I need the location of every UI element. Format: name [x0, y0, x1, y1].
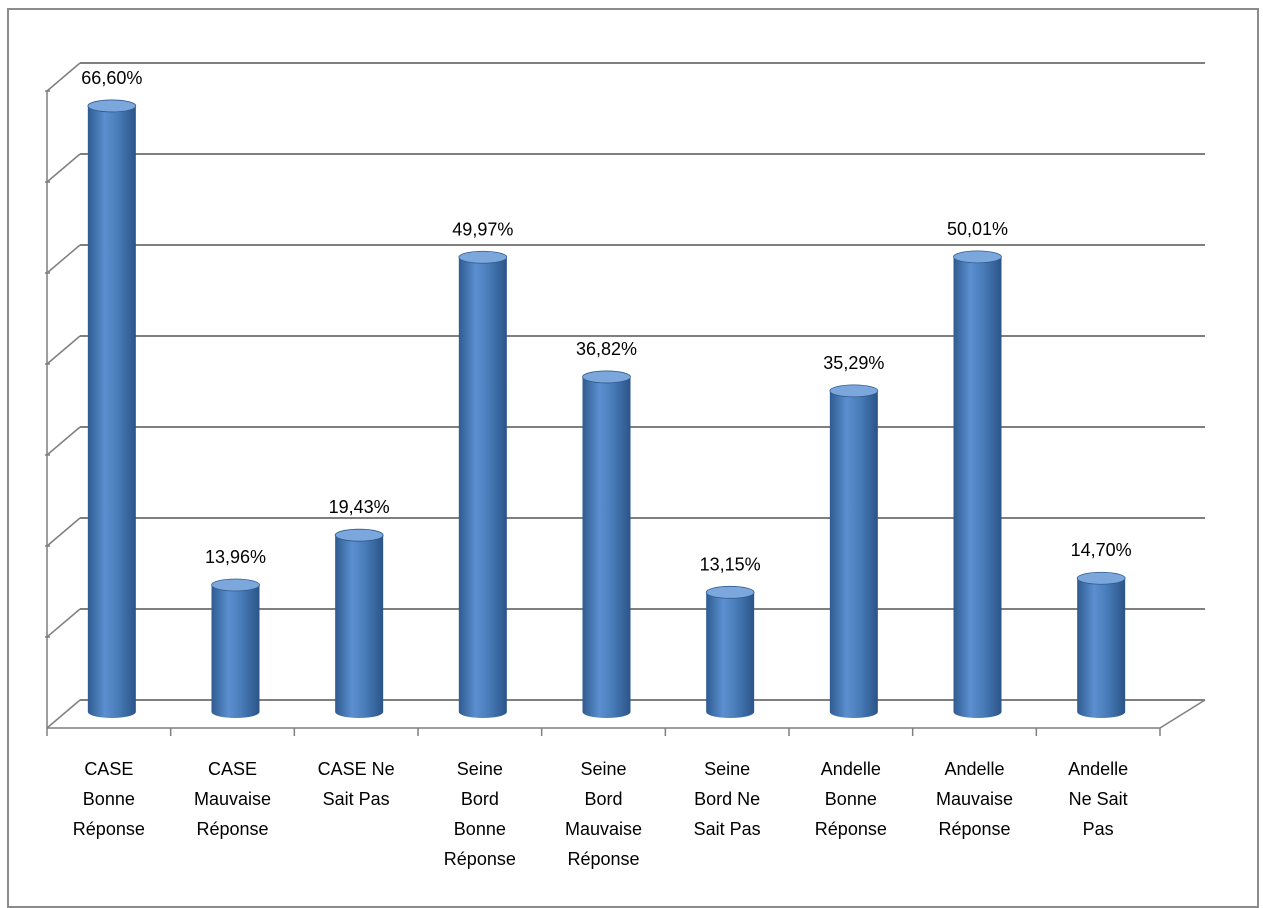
category-label: Andelle Mauvaise Réponse [936, 759, 1013, 839]
category-label: Andelle Bonne Réponse [815, 759, 887, 839]
data-label: 49,97% [452, 219, 513, 239]
category-label-line: Réponse [815, 819, 887, 839]
data-label: 13,96% [205, 547, 266, 567]
bars [87, 99, 1126, 718]
data-label: 14,70% [1071, 540, 1132, 560]
gridline [45, 244, 1205, 274]
category-label: CASE Ne Sait Pas [318, 759, 395, 809]
category-label: Andelle Ne Sait Pas [1068, 759, 1128, 839]
category-label: Seine Bord Mauvaise Réponse [565, 759, 642, 869]
category-label-line: Bonne [454, 819, 506, 839]
bar [829, 384, 879, 718]
axes [46, 91, 1206, 736]
category-label-line: Réponse [444, 849, 516, 869]
category-label-line: Bord [584, 789, 622, 809]
gridline [45, 62, 1205, 92]
category-label-line: Bonne [825, 789, 877, 809]
category-label-line: Andelle [1068, 759, 1128, 779]
category-label: Seine Bord Ne Sait Pas [694, 759, 761, 839]
floor-right-edge [1159, 699, 1206, 729]
category-label-line: Réponse [567, 849, 639, 869]
category-label-line: CASE Ne [318, 759, 395, 779]
data-labels: 66,60% 13,96% 19,43% 49,97% 36,82% 13,15% 35,2… [81, 68, 1131, 574]
data-label: 13,15% [700, 554, 761, 574]
bar [953, 250, 1002, 718]
category-label-line: Andelle [821, 759, 881, 779]
category-label: CASE Bonne Réponse [73, 759, 145, 839]
category-label-line: Bonne [83, 789, 135, 809]
category-label-line: Mauvaise [936, 789, 1013, 809]
data-label: 36,82% [576, 339, 637, 359]
category-label-line: CASE [208, 759, 257, 779]
category-label-line: Réponse [938, 819, 1010, 839]
bar [582, 370, 631, 718]
data-label: 66,60% [81, 68, 142, 88]
category-label-line: Bord [461, 789, 499, 809]
data-label: 19,43% [329, 497, 390, 517]
category-label-line: Mauvaise [194, 789, 271, 809]
bar [334, 528, 384, 718]
category-label: Seine Bord Bonne Réponse [444, 759, 516, 869]
chart-frame [7, 8, 1259, 908]
category-label-line: Sait Pas [694, 819, 761, 839]
category-label-line: Bord Ne [694, 789, 760, 809]
category-label-line: Andelle [944, 759, 1004, 779]
gridline [46, 699, 1205, 729]
data-label: 50,01% [947, 219, 1008, 239]
category-label-line: Seine [580, 759, 626, 779]
data-label: 35,29% [823, 353, 884, 373]
bar [211, 578, 260, 718]
category-label-line: CASE [84, 759, 133, 779]
category-label-line: Ne Sait [1069, 789, 1128, 809]
bar [87, 99, 137, 718]
category-label-line: Seine [704, 759, 750, 779]
category-label-line: Sait Pas [323, 789, 390, 809]
category-label-line: Réponse [196, 819, 268, 839]
category-label-line: Seine [457, 759, 503, 779]
category-label-line: Réponse [73, 819, 145, 839]
bar [458, 250, 508, 718]
gridline [45, 153, 1205, 183]
bar [705, 585, 755, 718]
category-label-line: Pas [1083, 819, 1114, 839]
gridlines [45, 62, 1205, 729]
category-label: CASE Mauvaise Réponse [194, 759, 271, 839]
category-label-line: Mauvaise [565, 819, 642, 839]
bar [1076, 571, 1126, 718]
